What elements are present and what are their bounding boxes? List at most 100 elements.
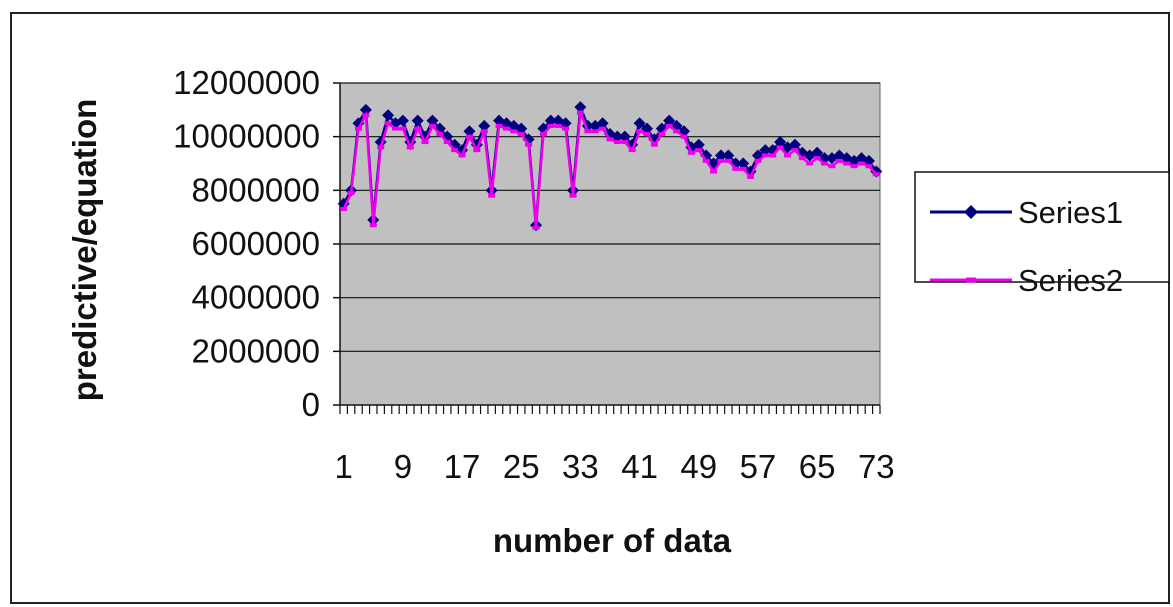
data-point (532, 225, 540, 230)
data-point (354, 126, 362, 131)
data-point (411, 114, 424, 127)
data-point (562, 126, 570, 131)
x-tick-label: 65 (799, 448, 836, 485)
data-point (569, 193, 577, 198)
y-axis-title: predictive/equation (66, 99, 103, 402)
data-point (769, 153, 777, 158)
data-point (680, 134, 688, 139)
data-point (754, 158, 762, 163)
data-point (547, 123, 555, 128)
legend-marker (964, 205, 978, 219)
data-point (714, 149, 727, 162)
x-tick-label: 49 (680, 448, 717, 485)
data-point (359, 103, 372, 116)
legend-label: Series1 (1018, 195, 1123, 230)
x-tick-label: 57 (740, 448, 777, 485)
data-point (747, 174, 755, 179)
data-point (835, 158, 843, 163)
data-point (473, 148, 481, 153)
x-tick-label: 1 (335, 448, 353, 485)
x-tick-label: 17 (444, 448, 481, 485)
data-point (369, 223, 377, 228)
data-point (502, 126, 510, 131)
data-point (717, 158, 725, 163)
x-tick-label: 25 (503, 448, 540, 485)
data-point (451, 148, 459, 153)
data-point (692, 138, 705, 151)
data-point (591, 129, 599, 134)
data-point (806, 161, 814, 166)
data-point (574, 101, 587, 114)
data-point (406, 145, 414, 150)
data-point (347, 191, 355, 196)
data-point (722, 149, 735, 162)
data-point (621, 140, 629, 145)
data-point (850, 164, 858, 169)
data-point (599, 126, 607, 131)
legend: Series1 Series2 (914, 171, 1170, 298)
data-point (776, 145, 784, 150)
data-point (458, 153, 466, 158)
data-point (510, 129, 518, 134)
data-point (695, 148, 703, 153)
data-point (759, 144, 772, 157)
y-tick-label: 0 (302, 386, 320, 423)
data-point (828, 164, 836, 169)
data-point (665, 123, 673, 128)
data-point (636, 129, 644, 134)
y-tick-label: 12000000 (173, 64, 320, 101)
y-tick-label: 10000000 (173, 118, 320, 155)
data-point (495, 123, 503, 128)
data-point (428, 123, 436, 128)
data-point (618, 130, 631, 143)
data-point (478, 119, 491, 132)
data-point (396, 114, 409, 127)
series-layer (337, 101, 883, 232)
data-point (687, 150, 695, 155)
x-tick-label: 41 (621, 448, 658, 485)
x-tick-label: 33 (562, 448, 599, 485)
data-point (362, 113, 370, 118)
y-tick-label: 6000000 (192, 225, 320, 262)
data-point (821, 161, 829, 166)
data-point (811, 146, 824, 159)
data-point (633, 117, 646, 130)
data-point (724, 158, 732, 163)
data-point (443, 140, 451, 145)
data-point (658, 131, 666, 136)
data-point (858, 161, 866, 166)
data-point (480, 129, 488, 134)
data-point (426, 114, 439, 127)
data-point (872, 172, 880, 177)
data-point (843, 161, 851, 166)
data-point (399, 126, 407, 131)
data-point (352, 117, 365, 130)
series-2 (340, 110, 880, 230)
data-point (384, 121, 392, 126)
data-point (576, 110, 584, 115)
data-point (465, 134, 473, 139)
y-tick-label: 2000000 (192, 332, 320, 369)
data-point (382, 109, 395, 122)
x-tick-label: 9 (394, 448, 412, 485)
x-axis: 1 9 17 25 33 41 49 57 65 73 (335, 404, 895, 485)
data-point (391, 126, 399, 131)
data-point (377, 145, 385, 150)
data-point (702, 158, 710, 163)
data-point (739, 166, 747, 171)
data-point (613, 140, 621, 145)
data-point (606, 137, 614, 142)
data-point (554, 123, 562, 128)
data-point (774, 136, 787, 149)
data-point (798, 156, 806, 161)
data-point (663, 114, 676, 127)
data-point (488, 193, 496, 198)
data-point (791, 148, 799, 153)
data-point (650, 142, 658, 147)
data-point (732, 166, 740, 171)
y-tick-label: 8000000 (192, 171, 320, 208)
data-point (340, 207, 348, 212)
legend-label: Series2 (1018, 263, 1123, 298)
x-axis-title: number of data (493, 522, 732, 559)
